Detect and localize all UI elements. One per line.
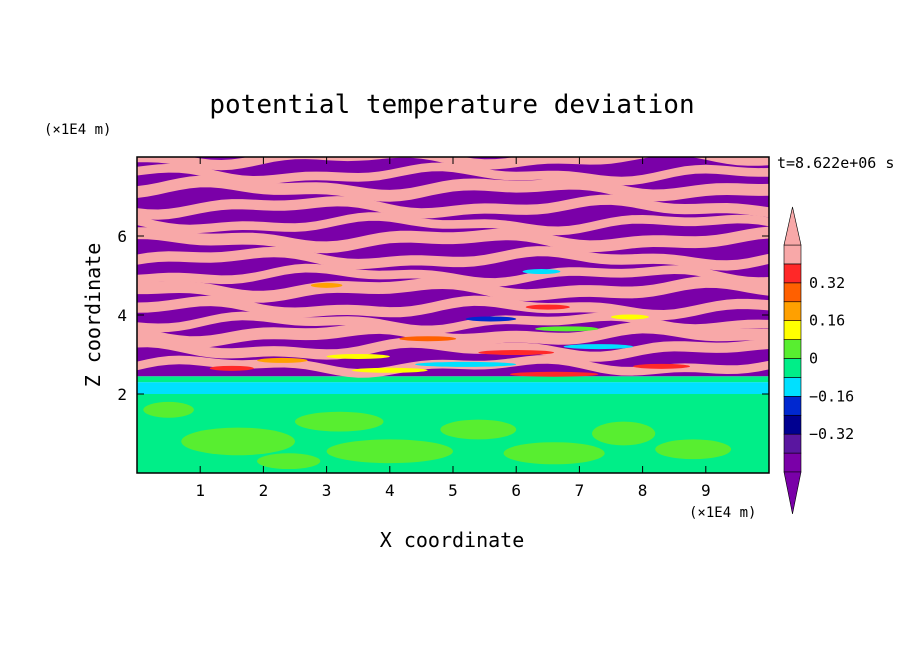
colorbar-label: 0.32: [809, 274, 845, 292]
field-streak: [509, 371, 599, 377]
colorbar-swatch: [783, 433, 802, 454]
field-stripe: [137, 337, 769, 362]
colorbar: 0.32 0.16 0 −0.16 −0.32: [783, 206, 854, 515]
x-tick-label: 5: [448, 481, 458, 500]
colorbar-swatch: [783, 414, 802, 435]
field-streak: [399, 336, 457, 342]
field-stripe: [137, 263, 769, 287]
colorbar-swatch: [783, 301, 802, 321]
x-tick-label: 8: [638, 481, 648, 500]
x-tick-label: 1: [195, 481, 205, 500]
field-streak: [563, 344, 634, 350]
chart-title: potential temperature deviation: [209, 90, 694, 120]
field-blob: [257, 453, 321, 470]
field-stripe: [137, 321, 769, 348]
field-streak: [525, 304, 570, 310]
field-stripe: [137, 194, 769, 220]
field-stripe: [137, 226, 769, 254]
colorbar-label: −0.32: [809, 425, 854, 443]
x-axis-label: X coordinate: [380, 528, 525, 552]
x-tick-label: 4: [385, 481, 395, 500]
x-tick-label: 2: [259, 481, 269, 500]
field-blob: [440, 419, 517, 440]
field-streak: [326, 353, 390, 359]
field-streak: [257, 357, 308, 363]
x-axis: 1 2 3 4 5 6 7 8 9: [195, 157, 711, 500]
colorbar-label: −0.16: [809, 387, 854, 405]
y-tick-label: 6: [117, 227, 127, 246]
x-tick-label: 7: [575, 481, 585, 500]
field-streak: [522, 269, 561, 275]
colorbar-swatch: [783, 244, 802, 265]
colorbar-swatch: [783, 396, 802, 416]
colorbar-swatch: [783, 282, 802, 303]
plot-area: [137, 157, 769, 473]
field-blob: [143, 401, 194, 418]
field-streak: [535, 326, 599, 332]
field-streak: [465, 316, 517, 322]
field-stripe: [137, 162, 769, 186]
field-streak: [478, 350, 555, 356]
colorbar-swatch: [783, 452, 802, 473]
field-blob: [592, 421, 656, 446]
field-stripe: [137, 276, 769, 303]
x-unit-label: (×1E4 m): [689, 505, 756, 521]
x-tick-label: 9: [701, 481, 711, 500]
field-streak: [633, 363, 690, 369]
colorbar-label: 0.16: [809, 312, 845, 330]
field-streak: [415, 361, 517, 367]
field-stripe: [137, 295, 769, 321]
field-blob: [326, 439, 453, 464]
field-streak: [209, 365, 254, 371]
x-tick-label: 3: [322, 481, 332, 500]
colorbar-swatch: [783, 358, 802, 378]
colorbar-swatch: [783, 263, 802, 284]
field-transition-band: [137, 376, 769, 383]
colorbar-swatch: [783, 339, 802, 359]
colorbar-min-extension: [783, 471, 802, 515]
field-blob: [295, 411, 384, 432]
field-streak: [611, 314, 649, 320]
y-tick-label: 4: [117, 306, 127, 325]
field-transition-band: [137, 382, 769, 394]
field-streak: [310, 282, 343, 288]
colorbar-swatch: [783, 377, 802, 397]
colorbar-swatch: [783, 320, 802, 340]
colorbar-max-extension: [783, 206, 802, 246]
x-tick-label: 6: [511, 481, 521, 500]
field-stripe: [137, 246, 769, 271]
field-blob: [503, 442, 605, 465]
time-label: t=8.622e+06 s: [777, 154, 894, 172]
field-stripe: [137, 212, 769, 236]
field-streak: [351, 367, 428, 373]
field-stripe: [137, 175, 769, 202]
y-unit-label: (×1E4 m): [44, 122, 111, 138]
y-axis-label: Z coordinate: [81, 243, 105, 388]
y-tick-label: 2: [117, 385, 127, 404]
colorbar-label: 0: [809, 350, 818, 368]
field-blob: [181, 427, 295, 456]
field-blob: [655, 439, 732, 460]
y-axis: 2 4 6: [117, 227, 769, 404]
